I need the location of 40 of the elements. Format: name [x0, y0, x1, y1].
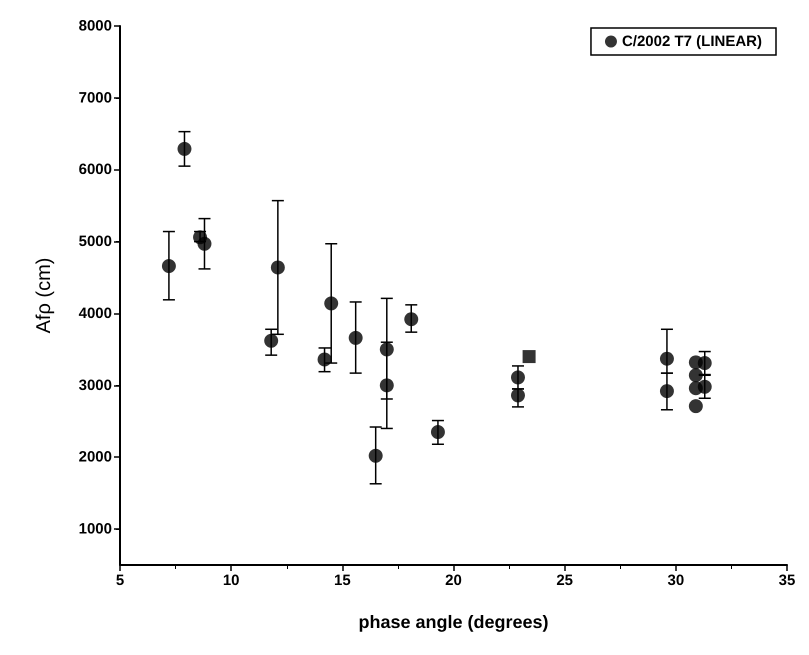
legend-label: C/2002 T7 (LINEAR) [622, 33, 762, 50]
point [404, 312, 418, 326]
point [698, 380, 712, 394]
point [264, 334, 278, 348]
x-tick-label: 20 [445, 572, 462, 589]
point [380, 378, 394, 392]
point [177, 142, 192, 156]
x-tick-label: 35 [778, 572, 796, 589]
point [688, 368, 703, 382]
point [510, 388, 525, 402]
point [688, 399, 703, 414]
point [270, 260, 285, 274]
y-tick-label: 8000 [78, 18, 112, 34]
y-axis-title: Afρ (cm) [33, 258, 55, 334]
point [510, 370, 525, 384]
x-tick-label: 10 [222, 572, 240, 589]
y-tick-label: 4000 [78, 304, 112, 322]
point [324, 296, 338, 310]
point [162, 259, 176, 274]
point [198, 236, 212, 251]
x-axis-title: phase angle (degrees) [358, 612, 549, 632]
x-tick-label: 5 [116, 572, 124, 589]
y-tick-label: 7000 [78, 89, 112, 106]
point [698, 356, 712, 370]
y-tick-label: 1000 [78, 520, 112, 538]
y-tick-label: 5000 [78, 233, 112, 250]
y-tick-label: 6000 [78, 161, 112, 178]
point [660, 384, 674, 398]
point [318, 352, 332, 366]
x-tick-label: 25 [556, 572, 574, 589]
point [348, 330, 363, 345]
point [380, 342, 394, 356]
point [368, 448, 383, 463]
point [430, 425, 445, 440]
y-tick-label: 2000 [78, 448, 112, 466]
point [522, 350, 536, 364]
x-tick-label: 15 [334, 572, 351, 589]
x-tick-label: 30 [667, 572, 684, 589]
point [660, 352, 674, 366]
y-tick-label: 3000 [78, 376, 112, 394]
